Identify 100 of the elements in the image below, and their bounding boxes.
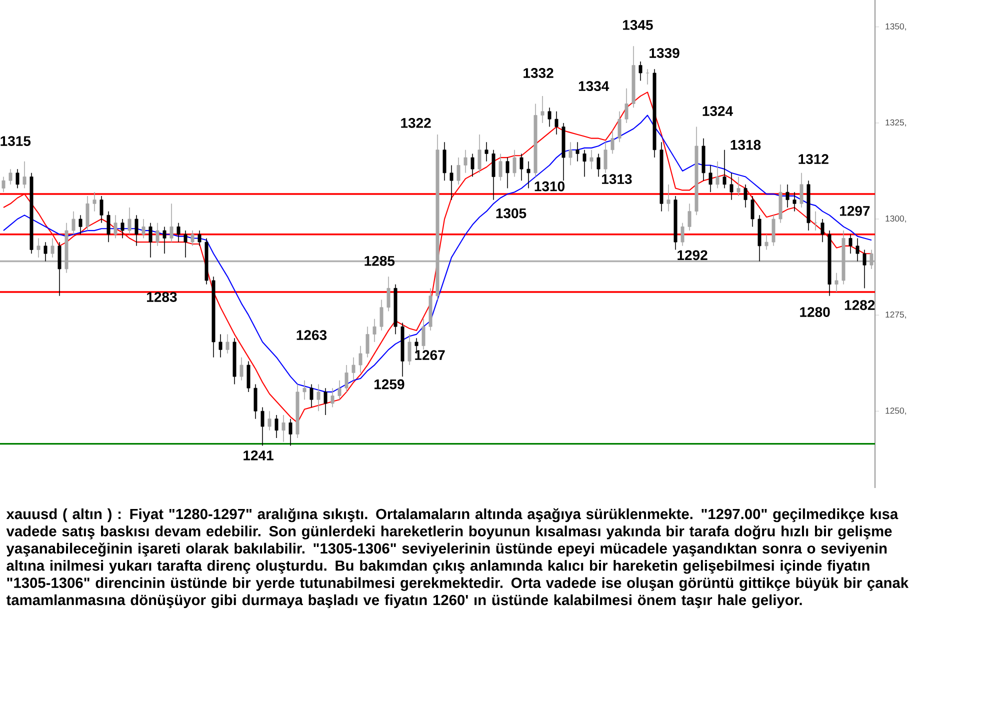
candlestick (226, 334, 230, 354)
candlestick (792, 192, 796, 212)
candlestick (142, 218, 146, 239)
candlestick (156, 222, 160, 246)
candlestick (246, 360, 250, 392)
y-tick-label: 1325, (886, 119, 906, 127)
candlestick (498, 153, 502, 181)
candlestick (170, 203, 174, 242)
candlestick (848, 234, 852, 254)
candlestick (646, 68, 650, 85)
candlestick (310, 384, 314, 408)
candlestick (22, 160, 26, 189)
candlestick (240, 356, 244, 381)
candlestick (128, 207, 132, 235)
candlestick (324, 388, 328, 416)
candlestick (450, 164, 454, 200)
annotation: 1292 (678, 250, 708, 260)
candlestick (162, 226, 166, 254)
candlestick (106, 210, 110, 242)
candlestick (148, 222, 152, 258)
annotation: 1324 (702, 106, 733, 116)
annotation: 1285 (364, 256, 395, 266)
candlestick (316, 384, 320, 412)
candlestick (254, 384, 258, 420)
text: xauusd ( altın ) : Fiyat "1280-1297" aralığına sıkıştı. Ortalamaların altında aşağıya sürüklenmekte. "1297.00" geçilmedikçe kısa vadede satış baskısı devam edebilir. Son günlerdeki hareketlerin boyunun kısalması yakında bir tarafa doğru hızlı bir gelişme yaşanabileceğinin işareti olarak bakılabilir. "1305-1306" seviyelerinin üstünde epeyi mücadele yaşandıktan sonra o seviyenin altına inilmesi yukarı tarafta direnç oluşturdu. Bu bakımdan çıkış anlamında kalıcı bir hareketin gelişebilmesi içinde fiyatın "1305-1306" direncinin üstünde bir yerde tutunabilmesi gerekmektedir. Orta vadede ise oluşan görüntü gittikçe büyük bir çanak tamamlanmasına dönüşüyor gibi durmaya başladı ve fiyatın 1260' ın üstünde kalabilmesi önem taşır hale geliyor. (6, 508, 909, 608)
candlestick (750, 196, 754, 228)
candlestick (736, 176, 740, 196)
candlestick (86, 196, 90, 231)
candlestick (372, 318, 376, 342)
candlestick (16, 168, 20, 189)
annotation: 1315 (0, 136, 31, 146)
candlestick (730, 172, 734, 200)
y-tick-label: 1250, (886, 408, 906, 415)
y-tick-label: 1350, (886, 23, 906, 30)
candlestick (338, 380, 342, 400)
candlestick (506, 157, 510, 189)
candlestick (722, 149, 726, 189)
annotation: 1334 (578, 81, 610, 92)
candlestick (386, 276, 390, 312)
candlestick (576, 142, 580, 162)
candlestick (744, 184, 748, 208)
annotation: 1263 (296, 330, 327, 340)
candlestick (834, 272, 838, 292)
candlestick (352, 356, 356, 381)
candlestick (596, 153, 600, 178)
candlestick (786, 184, 790, 208)
annotation: 1280 (800, 307, 830, 317)
candlestick (72, 210, 76, 235)
candlestick (282, 414, 286, 442)
candlestick (198, 230, 202, 246)
candlestick (470, 153, 474, 178)
candlestick (358, 345, 362, 374)
candlestick (274, 414, 278, 438)
candlestick (716, 160, 720, 189)
annotation: 1310 (534, 181, 564, 192)
candlestick (610, 130, 614, 154)
candlestick (856, 238, 860, 262)
annotation: 1339 (650, 48, 680, 58)
candlestick (604, 142, 608, 174)
annotation: 1282 (844, 300, 875, 310)
candlestick (302, 380, 306, 400)
candlestick (442, 142, 446, 181)
candlestick (540, 96, 544, 124)
candlestick (688, 203, 692, 231)
candlestick (464, 149, 468, 174)
candlestick (680, 222, 684, 246)
candlestick (408, 334, 412, 366)
candlestick (190, 230, 194, 246)
candlestick (582, 149, 586, 178)
candlestick (422, 318, 426, 350)
annotation: 1305 (496, 208, 526, 218)
candlestick (184, 230, 188, 258)
annotation: 1345 (623, 20, 653, 30)
candlestick (590, 149, 594, 170)
candlestick (520, 153, 524, 181)
candlestick (120, 218, 124, 239)
candlestick (862, 249, 866, 289)
candlestick (176, 222, 180, 242)
annotation: 1259 (374, 379, 404, 390)
annotation: 1322 (401, 118, 431, 128)
candlestick (44, 242, 48, 262)
candlestick (344, 364, 348, 392)
candlestick (548, 107, 552, 128)
candlestick (554, 111, 558, 135)
candlestick (330, 388, 334, 408)
candlestick (764, 234, 768, 250)
y-tick-label: 1300, (886, 215, 906, 223)
candlestick (260, 406, 264, 446)
candlestick (78, 214, 82, 235)
annotation: 1332 (524, 68, 554, 78)
candlestick (618, 111, 622, 143)
annotation: 1283 (147, 292, 177, 302)
candlestick (568, 142, 572, 166)
candlestick (268, 410, 272, 431)
candlestick (478, 134, 482, 174)
candlestick (36, 238, 40, 258)
candlestick (100, 196, 104, 224)
candlestick (92, 192, 96, 212)
candlestick (624, 88, 628, 124)
candlestick (484, 142, 488, 162)
